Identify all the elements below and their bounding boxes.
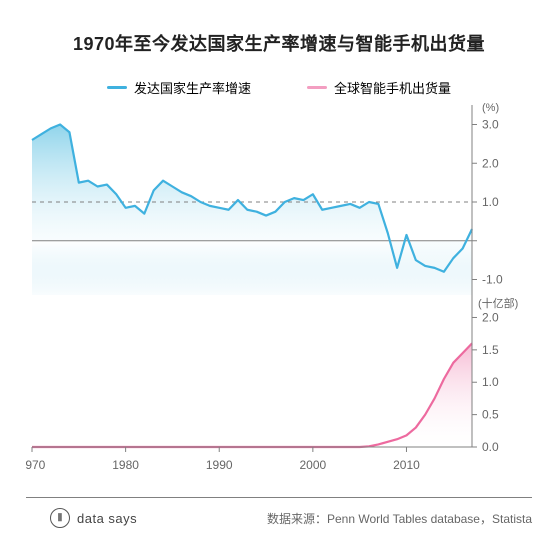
chart-area: -1.01.02.03.0(%)0.00.51.01.52.0(十亿部)1970…: [26, 103, 532, 497]
svg-text:2000: 2000: [299, 458, 326, 472]
legend-item-productivity: 发达国家生产率增速: [107, 78, 251, 97]
svg-text:1970: 1970: [26, 458, 46, 472]
data-source: 数据来源：Penn World Tables database，Statista: [267, 510, 532, 527]
chart-svg: -1.01.02.03.0(%)0.00.51.01.52.0(十亿部)1970…: [26, 103, 532, 479]
svg-text:2.0: 2.0: [482, 156, 499, 170]
footer: ⦀ data says 数据来源：Penn World Tables datab…: [26, 497, 532, 528]
svg-text:2.0: 2.0: [482, 310, 499, 324]
legend-swatch-1: [107, 86, 127, 89]
svg-text:1980: 1980: [112, 458, 139, 472]
svg-text:0.0: 0.0: [482, 440, 499, 454]
svg-text:1.5: 1.5: [482, 343, 499, 357]
legend-label-1: 发达国家生产率增速: [134, 78, 251, 97]
svg-text:3.0: 3.0: [482, 118, 499, 132]
brand-name: data says: [77, 511, 137, 526]
svg-text:1990: 1990: [206, 458, 233, 472]
brand-logo-icon: ⦀: [50, 508, 70, 528]
chart-title: 1970年至今发达国家生产率增速与智能手机出货量: [26, 30, 532, 56]
brand: ⦀ data says: [50, 508, 137, 528]
svg-text:1.0: 1.0: [482, 375, 499, 389]
svg-text:-1.0: -1.0: [482, 273, 503, 287]
legend: 发达国家生产率增速 全球智能手机出货量: [26, 78, 532, 97]
svg-text:(%): (%): [482, 103, 499, 114]
svg-text:(十亿部): (十亿部): [478, 296, 518, 310]
legend-label-2: 全球智能手机出货量: [334, 78, 451, 97]
svg-text:1.0: 1.0: [482, 195, 499, 209]
svg-text:2010: 2010: [393, 458, 420, 472]
legend-swatch-2: [307, 86, 327, 89]
legend-item-shipments: 全球智能手机出货量: [307, 78, 451, 97]
svg-text:0.5: 0.5: [482, 408, 499, 422]
